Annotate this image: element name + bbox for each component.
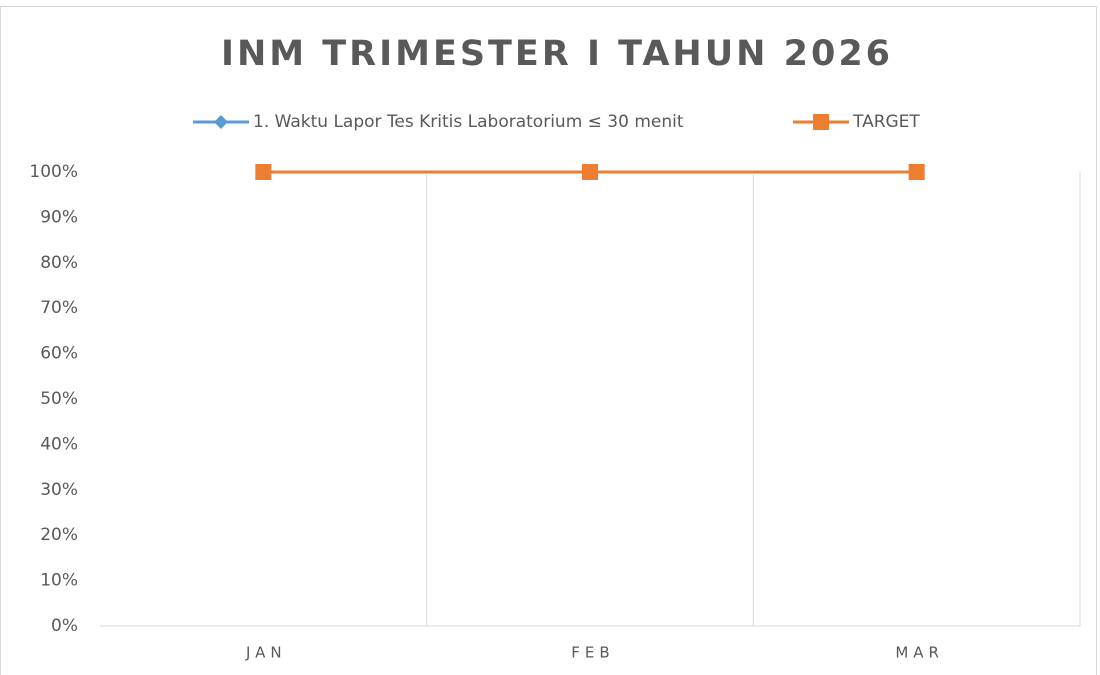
y-tick-label: 10%: [40, 571, 78, 591]
marker: [813, 114, 829, 130]
x-tick-label: FEB: [571, 644, 614, 662]
y-tick-label: 60%: [40, 344, 78, 364]
chart-border: [0, 6, 1097, 675]
x-tick-label: MAR: [895, 644, 944, 662]
y-tick-label: 90%: [40, 207, 78, 227]
marker: [582, 164, 598, 180]
legend-label: TARGET: [852, 112, 920, 132]
marker: [214, 115, 228, 129]
y-tick-label: 40%: [40, 434, 78, 454]
y-tick-label: 0%: [51, 616, 78, 636]
legend-label: 1. Waktu Lapor Tes Kritis Laboratorium ≤…: [253, 112, 684, 132]
x-tick-label: JAN: [245, 644, 287, 662]
y-tick-label: 20%: [40, 525, 78, 545]
marker: [255, 164, 272, 180]
y-tick-label: 30%: [40, 480, 78, 500]
marker: [908, 164, 925, 180]
y-tick-label: 70%: [40, 298, 78, 318]
y-tick-label: 50%: [40, 389, 78, 409]
y-tick-label: 100%: [29, 162, 78, 182]
chart-title: INM TRIMESTER I TAHUN 2026: [221, 34, 893, 74]
y-tick-label: 80%: [40, 253, 78, 273]
